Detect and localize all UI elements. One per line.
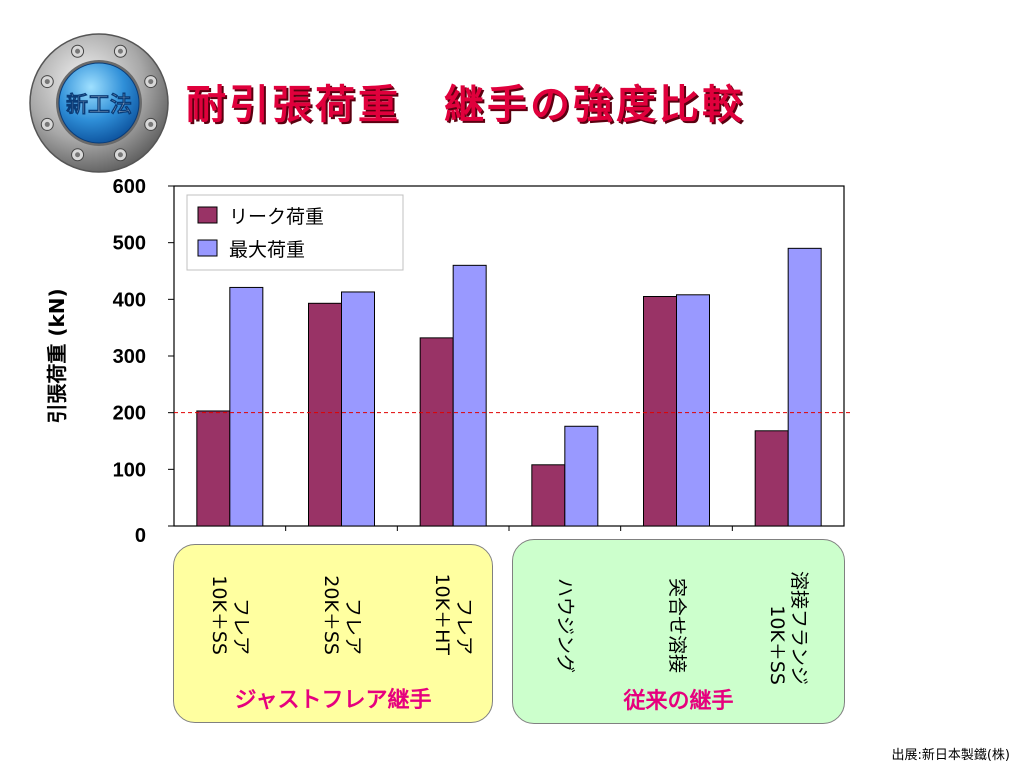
bolt-center-icon [148, 79, 154, 85]
x-category-label-line: 10K＋SS [207, 575, 230, 655]
group-label-just-flare: ジャストフレア継手 [234, 688, 432, 713]
x-category-label: フレア 10K＋HT [431, 545, 475, 655]
x-category-label-line: フレア [341, 597, 364, 655]
bolt-center-icon [75, 152, 81, 158]
bar-leak-load [196, 410, 231, 527]
legend-swatch [197, 206, 218, 224]
new-method-badge: 新工法 [29, 33, 169, 173]
legend-box [186, 194, 404, 271]
legend-label: リーク荷重 [229, 206, 324, 228]
x-category-label: ハウジング [554, 545, 576, 673]
bolt-center-icon [117, 152, 123, 158]
bolt-center-icon [44, 79, 50, 85]
x-category-label-line: フレア [229, 597, 252, 655]
y-tick-label: 300 [113, 346, 146, 368]
bolt-center-icon [44, 121, 50, 127]
bar-leak-load [531, 464, 566, 527]
legend-swatch [197, 239, 218, 257]
x-category-label-line: 20K＋SS [319, 575, 342, 655]
legend-label: 最大荷重 [229, 239, 305, 261]
bar-leak-load [308, 302, 342, 527]
bolt-center-icon [148, 121, 154, 127]
x-category-label-line: フレア [453, 597, 476, 655]
bar-leak-load [754, 430, 789, 527]
y-tick-label: 400 [113, 289, 146, 311]
bar-max-load [564, 425, 599, 527]
x-category-label-line: ハウジング [553, 577, 576, 673]
y-tick-label: 500 [113, 233, 146, 255]
x-category-label: 突合せ溶接 [666, 545, 688, 673]
y-axis-label: 引張荷重 (kN) [45, 288, 69, 423]
y-tick-label: 600 [113, 176, 146, 198]
y-tick-label: 100 [113, 459, 146, 481]
source-credit: 出展:新日本製鐵(株) [891, 748, 1010, 763]
x-category-label-line: 10K＋HT [431, 573, 454, 655]
slide-title: 耐引張荷重 継手の強度比較 [186, 82, 745, 128]
bar-max-load [676, 294, 710, 527]
gear-ring-badge-icon [40, 44, 158, 162]
bolt-center-icon [75, 48, 81, 54]
bar-max-load [452, 264, 487, 527]
x-category-label-line: 10K＋SS [766, 605, 789, 685]
bar-max-load [787, 247, 822, 527]
group-box-just-flare: ジャストフレア継手 [173, 544, 493, 723]
bar-leak-load [419, 337, 454, 527]
x-category-label: 溶接フランジ 10K＋SS [766, 545, 810, 685]
group-box-conventional: 従来の継手 [512, 539, 845, 724]
bar-leak-load [643, 296, 677, 527]
x-category-label: フレア 20K＋SS [320, 545, 364, 655]
bar-max-load [341, 291, 375, 527]
group-label-conventional: 従来の継手 [623, 689, 734, 714]
x-category-label-line: 溶接フランジ [788, 570, 811, 685]
x-category-label-line: 突合せ溶接 [665, 577, 688, 673]
y-tick-label: 0 [135, 525, 146, 547]
bar-max-load [229, 286, 264, 527]
x-category-label: フレア 10K＋SS [208, 545, 252, 655]
bolt-center-icon [117, 48, 123, 54]
y-tick-label: 200 [113, 403, 146, 425]
badge-text: 新工法 [66, 92, 132, 118]
